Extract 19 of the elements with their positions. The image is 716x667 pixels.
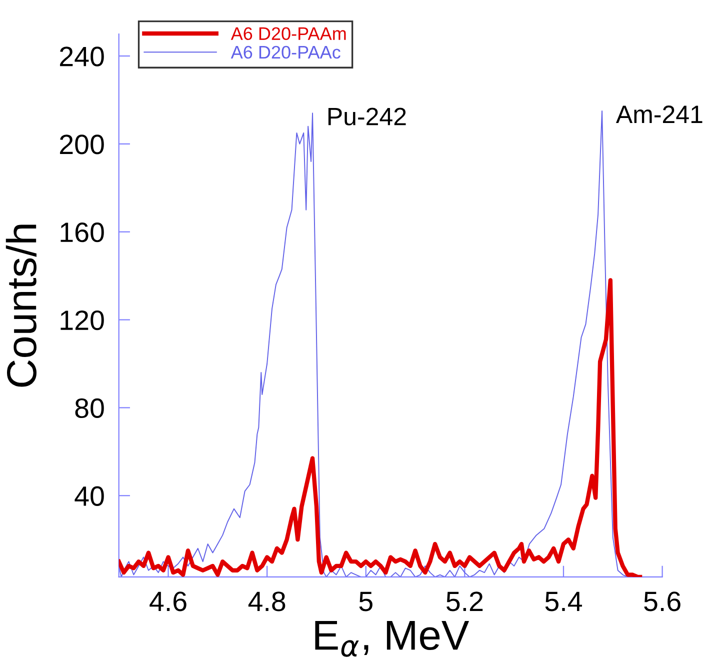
legend-label: A6 D20-PAAc bbox=[230, 46, 340, 59]
y-tick-label: 120 bbox=[60, 310, 104, 330]
legend-label: A6 D20-PAAm bbox=[230, 27, 346, 40]
x-tick-label: 5 bbox=[359, 592, 372, 612]
x-axis-title: E$_{α}$, MeV bbox=[315, 620, 470, 657]
y-tick-label: 200 bbox=[60, 134, 104, 154]
y-tick-label: 160 bbox=[60, 222, 104, 242]
x-tick-label: 4.8 bbox=[248, 592, 286, 612]
annotation: Am-241 bbox=[616, 106, 702, 123]
y-tick-label: 80 bbox=[75, 398, 104, 418]
y-tick-label: 240 bbox=[60, 46, 104, 66]
y-tick-label: 40 bbox=[74, 486, 104, 506]
y-axis-title: Counts/h bbox=[6, 224, 36, 387]
x-tick-label: 5.2 bbox=[446, 592, 483, 612]
x-tick-label: 5.4 bbox=[545, 592, 582, 612]
annotation: Pu-242 bbox=[328, 108, 406, 126]
line-series bbox=[118, 278, 642, 577]
x-tick-label: 5.6 bbox=[644, 592, 680, 612]
x-tick-label: 4.6 bbox=[150, 592, 186, 612]
